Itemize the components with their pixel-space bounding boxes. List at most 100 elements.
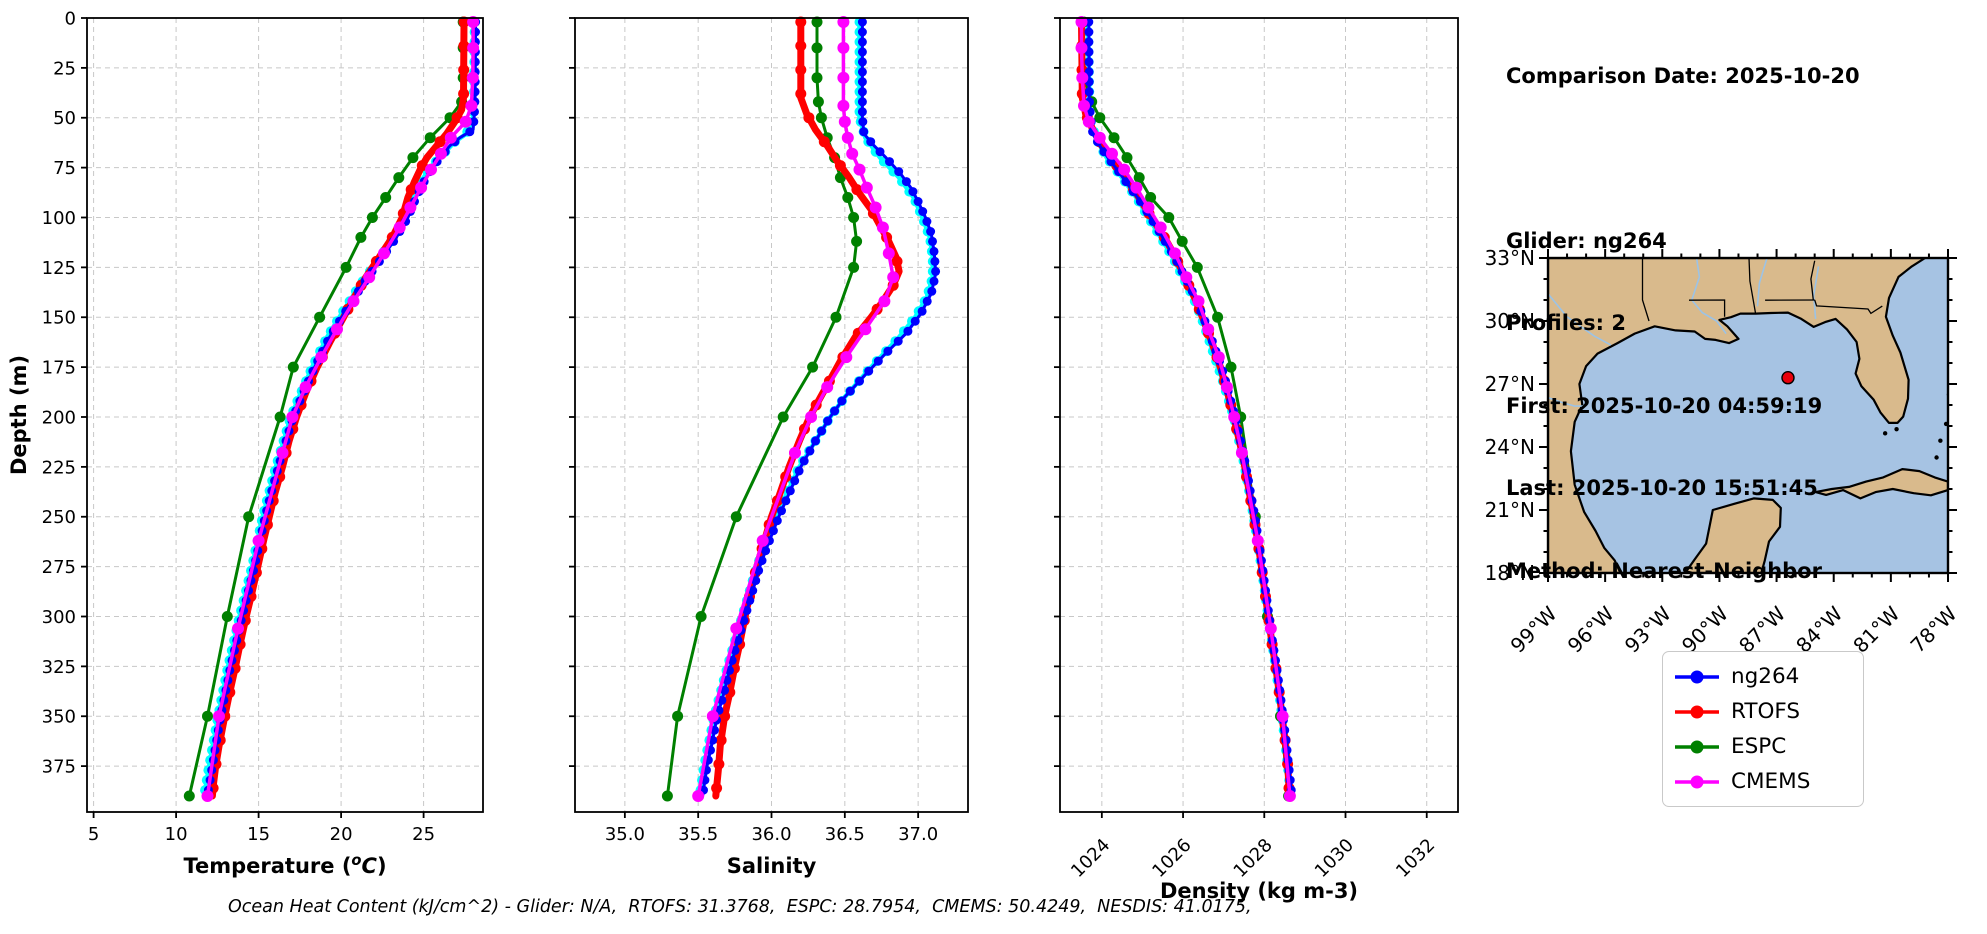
last-profile-text: Last: 2025-10-20 15:51:45 [1506,476,1818,500]
salinity-series-cmems [692,16,900,802]
legend: ng264 RTOFS ESPC CMEMS [1662,651,1864,807]
river [1548,396,1584,407]
island [1882,431,1888,436]
x-tick-label: 1026 [1148,835,1195,882]
x-tick-label: 25 [412,824,435,845]
x-tick-label: 1024 [1067,835,1114,882]
density-series-cmems [1075,16,1296,802]
island [1934,455,1939,460]
depth-tick-label: 150 [42,308,76,329]
salinity-series-espc [661,16,863,802]
state-border [1814,299,1883,315]
depth-tick-label: 225 [42,457,76,478]
legend-item-rtofs: RTOFS [1673,694,1851,729]
legend-label: CMEMS [1731,769,1811,794]
lat-tick-label: 33°N [1485,246,1535,270]
state-border [1641,258,1650,322]
lat-tick-label: 18°N [1485,561,1535,585]
x-tick-label: 1030 [1311,835,1358,882]
river [1548,293,1612,346]
grid [87,17,483,812]
lat-tick-label: 30°N [1485,309,1535,333]
depth-tick-label: 25 [53,58,76,79]
temperature-series-cmems [201,16,480,802]
first-profile-text: First: 2025-10-20 04:59:19 [1506,393,1823,418]
temperature-series-nesdis [200,17,480,799]
temperature-panel: 5 10 15 20 250255075100125150175200225250275… [42,9,484,879]
map-frame [1546,256,1950,575]
legend-item-ng264: ng264 [1673,659,1851,694]
legend-swatch-rtofs [1675,705,1719,718]
x-tick-label: 37.0 [898,824,938,845]
state-border [1748,258,1757,314]
depth-tick-label: 200 [42,407,76,428]
salinity-series-rtofs [711,16,903,800]
density-series-espc [1078,16,1295,802]
legend-swatch-ng264 [1675,670,1719,683]
x-tick-label: 20 [330,824,353,845]
depth-tick-label: 350 [42,707,76,728]
info-gap [1506,146,1860,173]
legend-swatch-espc [1675,740,1719,753]
method-text: Method: Nearest-Neighbor [1506,558,1822,583]
lat-tick-label: 24°N [1485,435,1535,459]
depth-tick-label: 50 [53,108,76,129]
lon-tick-label: 78°W [1906,601,1962,657]
legend-swatch-cmems [1675,775,1719,788]
x-tick-label: 36.0 [751,824,791,845]
lat-tick-label: 21°N [1485,498,1535,522]
temperature-series-ng264 [203,17,481,798]
river [1756,258,1768,307]
depth-tick-label: 325 [42,657,76,678]
x-tick-label: 10 [165,824,188,845]
depth-tick-label: 275 [42,557,76,578]
map-layers [1548,258,1948,573]
salinity-axis-label: Salinity [727,854,817,878]
grid [1060,17,1458,812]
info-block: Comparison Date: 2025-10-20 Glider: ng26… [1506,8,1860,640]
lat-tick-label: 27°N [1485,372,1535,396]
depth-tick-label: 300 [42,607,76,628]
depth-tick-label: 250 [42,507,76,528]
density-series-rtofs [1076,16,1295,800]
river [1690,258,1727,335]
legend-item-espc: ESPC [1673,729,1851,764]
depth-tick-label: 75 [53,158,76,179]
temperature-axis-label: Temperature (oC) [183,852,386,879]
state-border [1810,260,1816,301]
grid [575,17,968,812]
x-tick-label: 36.5 [825,824,865,845]
density-panel: 1024 1026 1028 1030 1032 Density (kg m-3) [1054,16,1459,903]
depth-tick-label: 100 [42,208,76,229]
river [1812,266,1820,319]
comparison-date-text: Comparison Date: 2025-10-20 [1506,64,1860,88]
x-tick-label: 35.5 [678,824,718,845]
land-polygon [1548,258,1927,573]
salinity-panel: 35.0 35.5 36.0 36.5 37.0 Salinity [569,16,969,878]
island [1894,426,1899,432]
legend-label: RTOFS [1731,699,1801,724]
density-axis-label: Density (kg m-3) [1160,879,1358,903]
legend-item-cmems: CMEMS [1673,764,1851,799]
land-polygon [1684,497,1782,573]
x-tick-label: 1032 [1392,835,1439,882]
glider-position-marker [1781,371,1795,385]
depth-tick-label: 125 [42,258,76,279]
ocean-heat-content-caption: Ocean Heat Content (kJ/cm^2) - Glider: N… [228,897,1252,917]
state-border [1688,299,1726,317]
x-tick-label: 5 [88,824,99,845]
x-tick-label: 1028 [1230,835,1277,882]
island [1938,438,1943,443]
legend-label: ESPC [1731,734,1787,759]
x-tick-label: 15 [247,824,270,845]
legend-label: ng264 [1731,664,1800,689]
depth-tick-label: 375 [42,757,76,778]
depth-tick-label: 0 [65,9,76,30]
land-polygon [1814,468,1948,500]
x-tick-label: 35.0 [605,824,645,845]
glider-text: Glider: ng264 [1506,228,1667,253]
profiles-text: Profiles: 2 [1506,311,1627,335]
depth-tick-label: 175 [42,358,76,379]
